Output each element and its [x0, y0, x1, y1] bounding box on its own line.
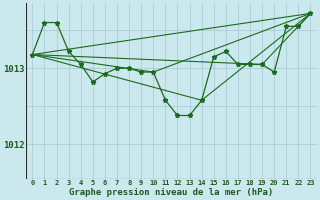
X-axis label: Graphe pression niveau de la mer (hPa): Graphe pression niveau de la mer (hPa)	[69, 188, 274, 197]
